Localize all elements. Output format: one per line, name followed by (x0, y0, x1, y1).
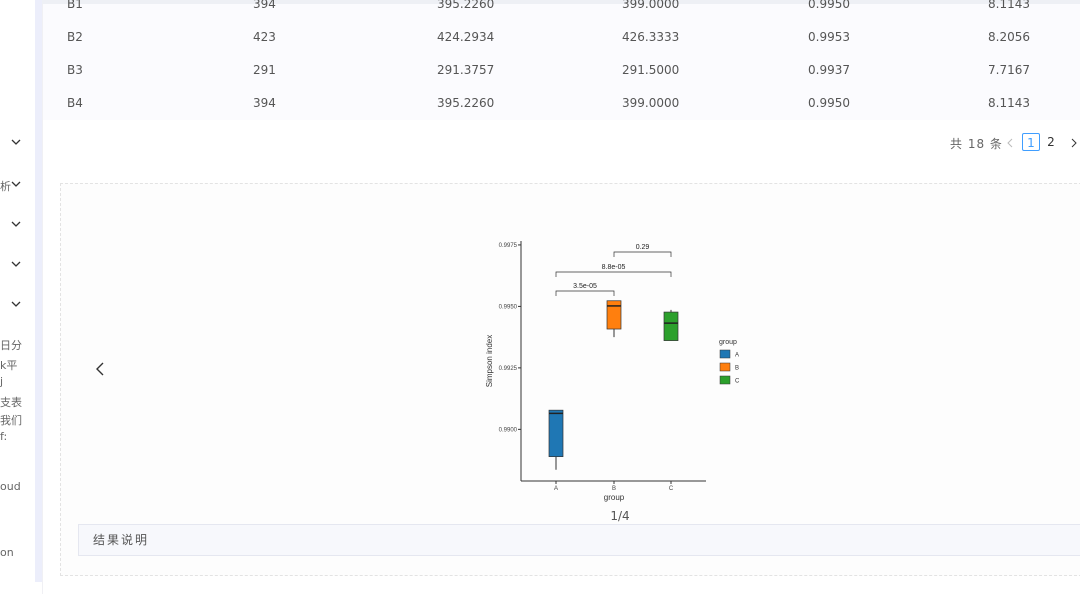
y-tick-label: 0.9975 (499, 243, 518, 249)
legend-label: A (735, 353, 739, 359)
sidebar-text: on (0, 546, 14, 559)
row-divider (42, 0, 1080, 1)
table-cell: 423 (253, 30, 276, 44)
table-cell: 394 (253, 0, 276, 11)
table-cell: 291.5000 (622, 63, 680, 77)
sidebar-text: 析 (0, 180, 11, 193)
row-divider (42, 1, 1080, 2)
legend-label: B (735, 366, 739, 372)
table-cell: 399.0000 (622, 0, 680, 11)
table-cell: 291 (253, 63, 276, 77)
table-cell: 0.9937 (808, 63, 850, 77)
legend-label: C (735, 379, 740, 385)
x-tick-label: A (554, 486, 558, 492)
row-divider (42, 3, 1080, 4)
significance-bracket (555, 271, 672, 277)
pagination-page[interactable]: 1 (1022, 133, 1040, 151)
box (663, 311, 679, 341)
table-cell: 395.2260 (437, 0, 495, 11)
y-tick-label: 0.9950 (499, 304, 518, 310)
sidebar-text: 支表 (0, 396, 22, 409)
data-table: B1 394 395.2260 399.0000 0.9950 8.1143 B2 423 42… (42, 0, 1080, 594)
table-cell: 7.7167 (988, 63, 1030, 77)
column-divider (42, 476, 43, 594)
sidebar-text: f: (0, 430, 8, 443)
table-cell: B1 (67, 0, 83, 11)
sidebar-text: 我们 (0, 414, 22, 427)
table-cell: 8.1143 (988, 0, 1030, 11)
significance-bracket (555, 290, 615, 296)
table-cell: 394 (253, 96, 276, 110)
table-cell: 0.9950 (808, 96, 850, 110)
row-divider (42, 2, 1080, 3)
sidebar: 析日分 k平 j 支表我们 f: oud on (0, 0, 35, 582)
table-cell: 395.2260 (437, 96, 495, 110)
legend-swatch (719, 362, 731, 372)
table-cell: B2 (67, 30, 83, 44)
y-axis-label: Simpson index (485, 335, 494, 387)
x-tick-label: B (612, 486, 616, 492)
legend-swatch (719, 375, 731, 385)
sidebar-text: oud (0, 480, 21, 493)
table-cell: B4 (67, 96, 83, 110)
x-tick-label: C (669, 486, 674, 492)
chevron[interactable] (11, 220, 21, 228)
table-cell: 291.3757 (437, 63, 495, 77)
result-panel (60, 183, 1080, 576)
box (606, 300, 622, 330)
carousel-counter: 1/4 (610, 509, 630, 523)
y-tick-label: 0.9900 (499, 427, 518, 433)
significance-bracket (613, 251, 672, 257)
result-title: 结果说明 (78, 524, 1080, 556)
y-tick-label: 0.9925 (499, 366, 518, 372)
column-divider (42, 358, 43, 476)
sidebar-border (35, 0, 42, 582)
pagination-prev[interactable] (1006, 138, 1014, 148)
x-axis-label: group (604, 493, 625, 502)
box (548, 409, 564, 458)
table-cell: 424.2934 (437, 30, 495, 44)
column-divider (42, 4, 43, 122)
table-cell: 0.9953 (808, 30, 850, 44)
column-divider (42, 240, 43, 358)
chevron[interactable] (11, 180, 21, 188)
table-cell: 8.2056 (988, 30, 1030, 44)
table-cell: 399.0000 (622, 96, 680, 110)
table-cell: B3 (67, 63, 83, 77)
chevron[interactable] (11, 260, 21, 268)
chevron[interactable] (11, 300, 21, 308)
column-divider (42, 122, 43, 240)
chevron[interactable] (11, 138, 21, 146)
sidebar-text: j (0, 375, 4, 388)
sidebar-text: 日分 (0, 339, 22, 352)
table-cell: 426.3333 (622, 30, 680, 44)
legend-swatch (719, 349, 731, 359)
significance-label: 8.8e-05 (602, 264, 626, 271)
boxplot: 0.9900 0.9925 0.9950 0.9975 Simpson index gro… (485, 241, 740, 502)
carousel-prev[interactable] (92, 360, 108, 378)
sidebar-text: k平 (0, 359, 18, 372)
table-cell: 8.1143 (988, 96, 1030, 110)
significance-label: 0.29 (636, 244, 650, 251)
significance-label: 3.5e-05 (573, 283, 597, 290)
pagination-next[interactable] (1070, 138, 1078, 148)
pagination-total: 共 18 条 (950, 137, 1003, 151)
pagination-page[interactable]: 2 (1047, 135, 1055, 149)
legend-title: group (719, 339, 737, 346)
table-cell: 0.9950 (808, 0, 850, 11)
